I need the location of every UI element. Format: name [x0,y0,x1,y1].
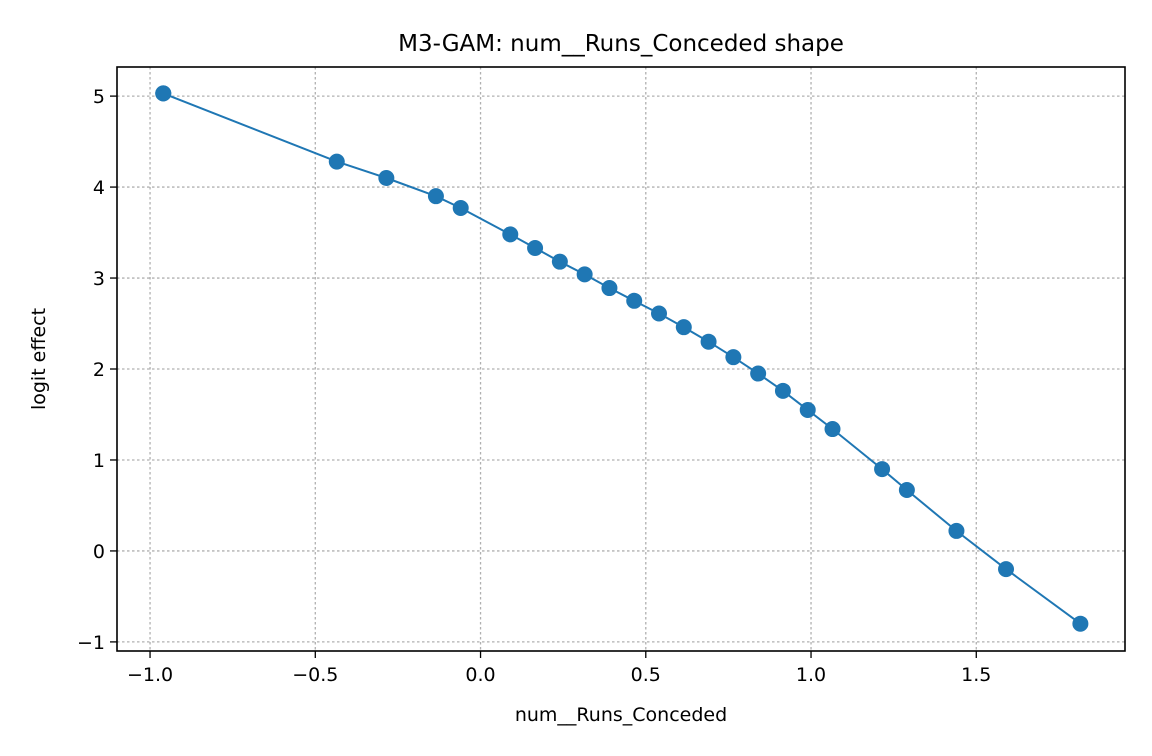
data-point [328,153,345,170]
x-axis-label: num__Runs_Conceded [515,704,727,726]
grid [117,67,1125,651]
plot-frame [116,66,1126,652]
data-point [948,522,965,539]
data-point [527,240,544,257]
data-point [155,85,172,102]
y-tick-label: 3 [93,268,105,290]
x-tick-label: −1.0 [127,664,173,686]
data-point [626,292,643,309]
axis-ticks: −1.0 −0.5 0.0 0.5 1.0 1.5 −1 0 1 2 3 4 5 [77,86,991,686]
data-point [651,305,668,322]
x-tick-label: −0.5 [292,664,338,686]
data-point [998,561,1015,578]
data-point [1072,615,1089,632]
data-point [799,401,816,418]
data-point [452,199,469,216]
data-point [551,253,568,270]
x-tick-label: 1.0 [796,664,826,686]
data-point [774,382,791,399]
data-point [874,461,891,478]
x-tick-label: 1.5 [961,664,991,686]
data-point [700,333,717,350]
y-tick-label: −1 [77,632,105,654]
data-point [502,226,519,243]
data-point [725,349,742,366]
data-series [155,85,1089,632]
y-tick-label: 0 [93,541,105,563]
data-point [675,319,692,336]
y-tick-label: 4 [93,177,105,199]
y-tick-label: 2 [93,359,105,381]
data-point [601,280,618,297]
data-point [576,266,593,283]
y-tick-label: 5 [93,86,105,108]
x-tick-label: 0.0 [465,664,495,686]
data-point [898,481,915,498]
y-tick-label: 1 [93,450,105,472]
y-axis-label: logit effect [28,308,50,410]
data-point [824,421,841,438]
data-point [378,169,395,186]
x-tick-label: 0.5 [631,664,661,686]
chart-title: M3-GAM: num__Runs_Conceded shape [398,31,844,57]
data-point [750,365,767,382]
data-point [427,188,444,205]
